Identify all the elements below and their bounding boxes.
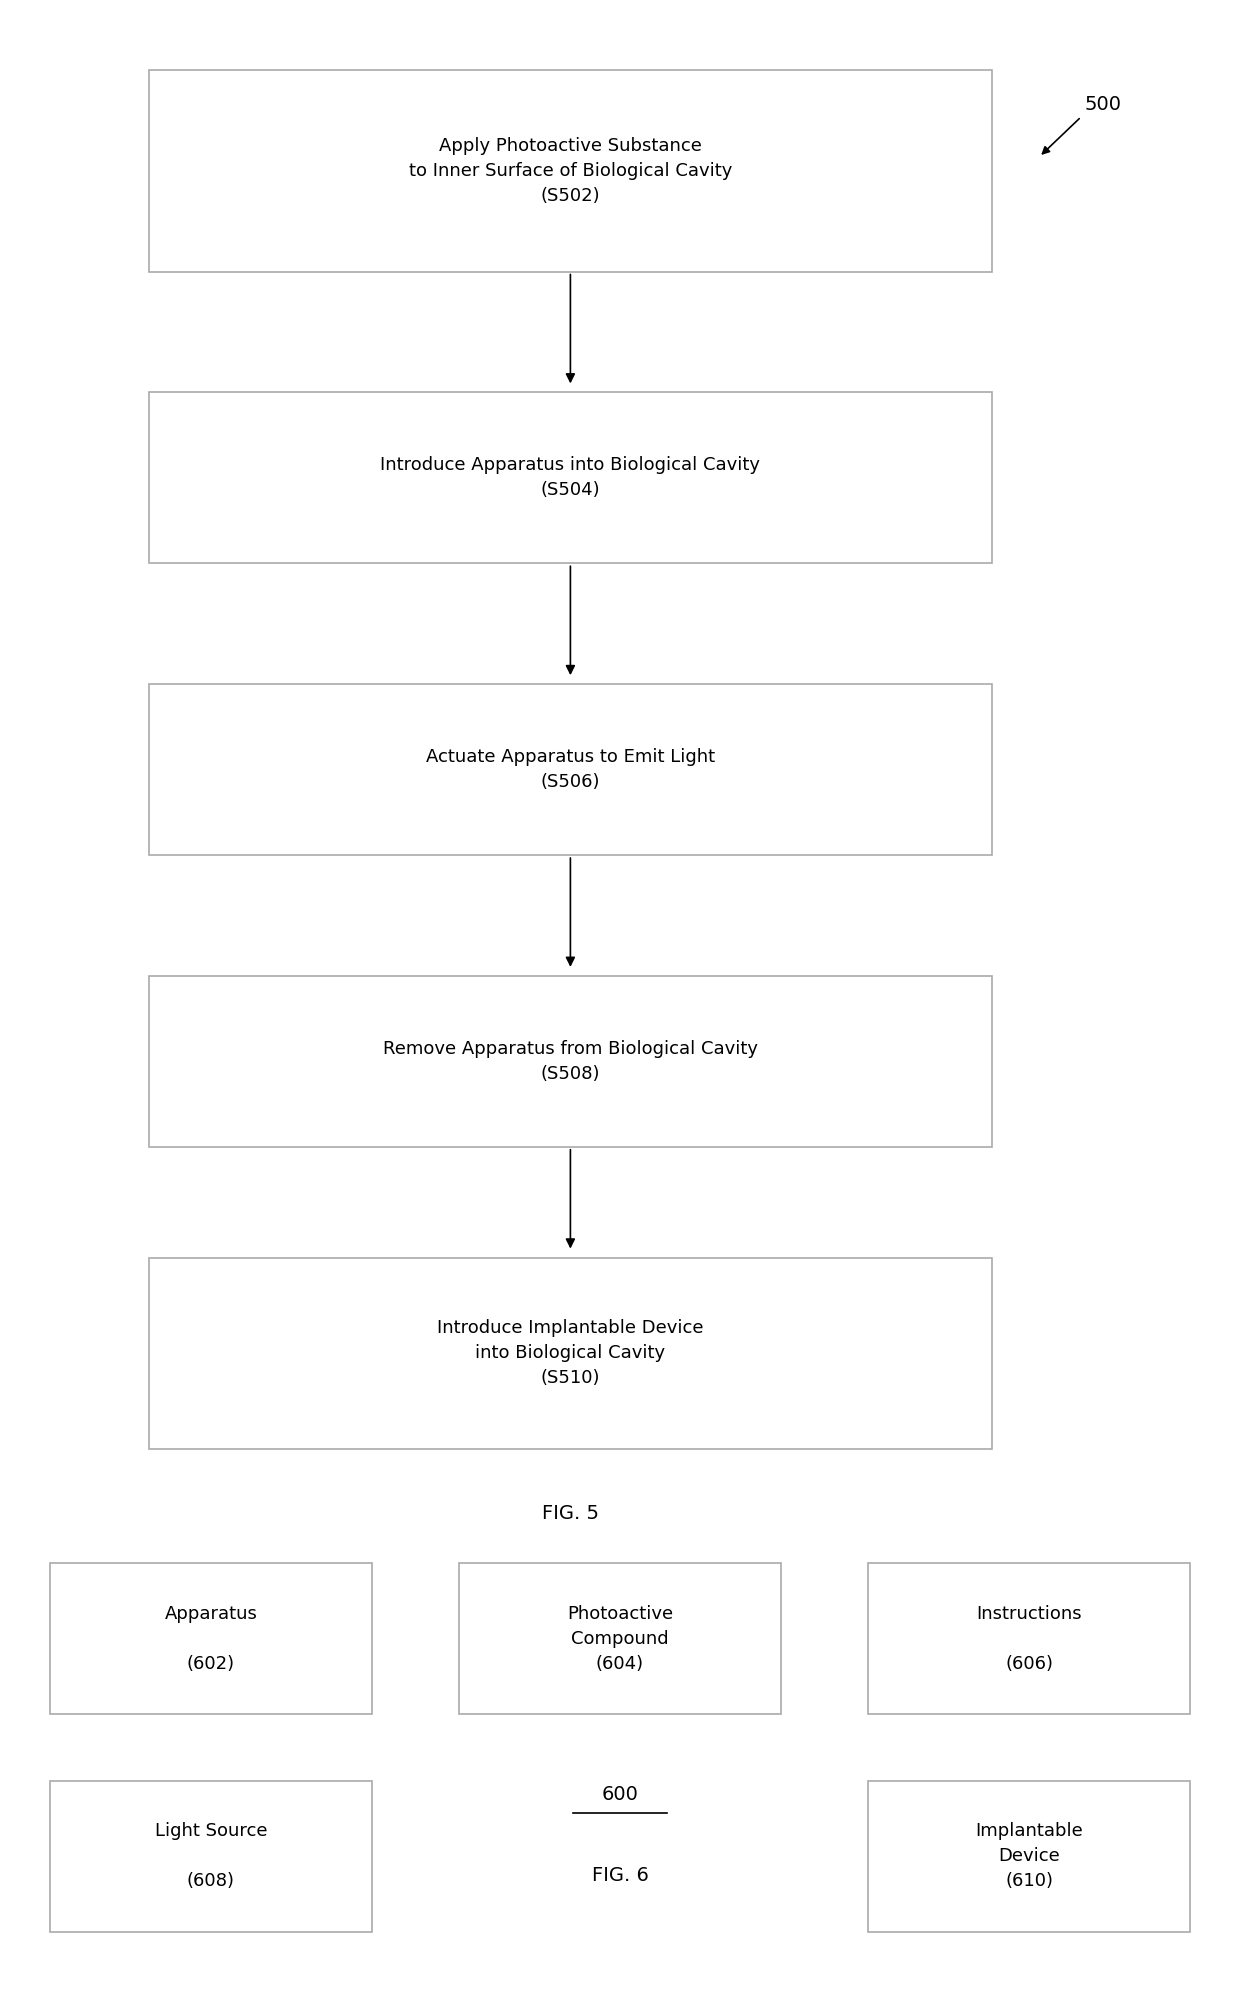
FancyBboxPatch shape	[50, 1563, 372, 1714]
FancyBboxPatch shape	[149, 392, 992, 563]
Text: Photoactive
Compound
(604): Photoactive Compound (604)	[567, 1606, 673, 1672]
Text: Apparatus

(602): Apparatus (602)	[165, 1606, 257, 1672]
FancyBboxPatch shape	[149, 976, 992, 1147]
Text: Introduce Implantable Device
into Biological Cavity
(S510): Introduce Implantable Device into Biolog…	[438, 1320, 703, 1386]
Text: Light Source

(608): Light Source (608)	[155, 1823, 267, 1889]
FancyBboxPatch shape	[149, 684, 992, 855]
FancyBboxPatch shape	[868, 1781, 1190, 1932]
FancyBboxPatch shape	[149, 1258, 992, 1449]
Text: Implantable
Device
(610): Implantable Device (610)	[976, 1823, 1083, 1889]
FancyBboxPatch shape	[149, 70, 992, 272]
Text: FIG. 6: FIG. 6	[591, 1865, 649, 1885]
Text: Apply Photoactive Substance
to Inner Surface of Biological Cavity
(S502): Apply Photoactive Substance to Inner Sur…	[409, 137, 732, 205]
FancyBboxPatch shape	[459, 1563, 781, 1714]
Text: Actuate Apparatus to Emit Light
(S506): Actuate Apparatus to Emit Light (S506)	[425, 748, 715, 791]
Text: Introduce Apparatus into Biological Cavity
(S504): Introduce Apparatus into Biological Cavi…	[381, 457, 760, 499]
Text: Remove Apparatus from Biological Cavity
(S508): Remove Apparatus from Biological Cavity …	[383, 1040, 758, 1082]
Text: Instructions

(606): Instructions (606)	[976, 1606, 1083, 1672]
Text: FIG. 5: FIG. 5	[542, 1503, 599, 1523]
Text: 600: 600	[601, 1785, 639, 1805]
Text: 500: 500	[1085, 95, 1122, 115]
FancyBboxPatch shape	[50, 1781, 372, 1932]
FancyBboxPatch shape	[868, 1563, 1190, 1714]
